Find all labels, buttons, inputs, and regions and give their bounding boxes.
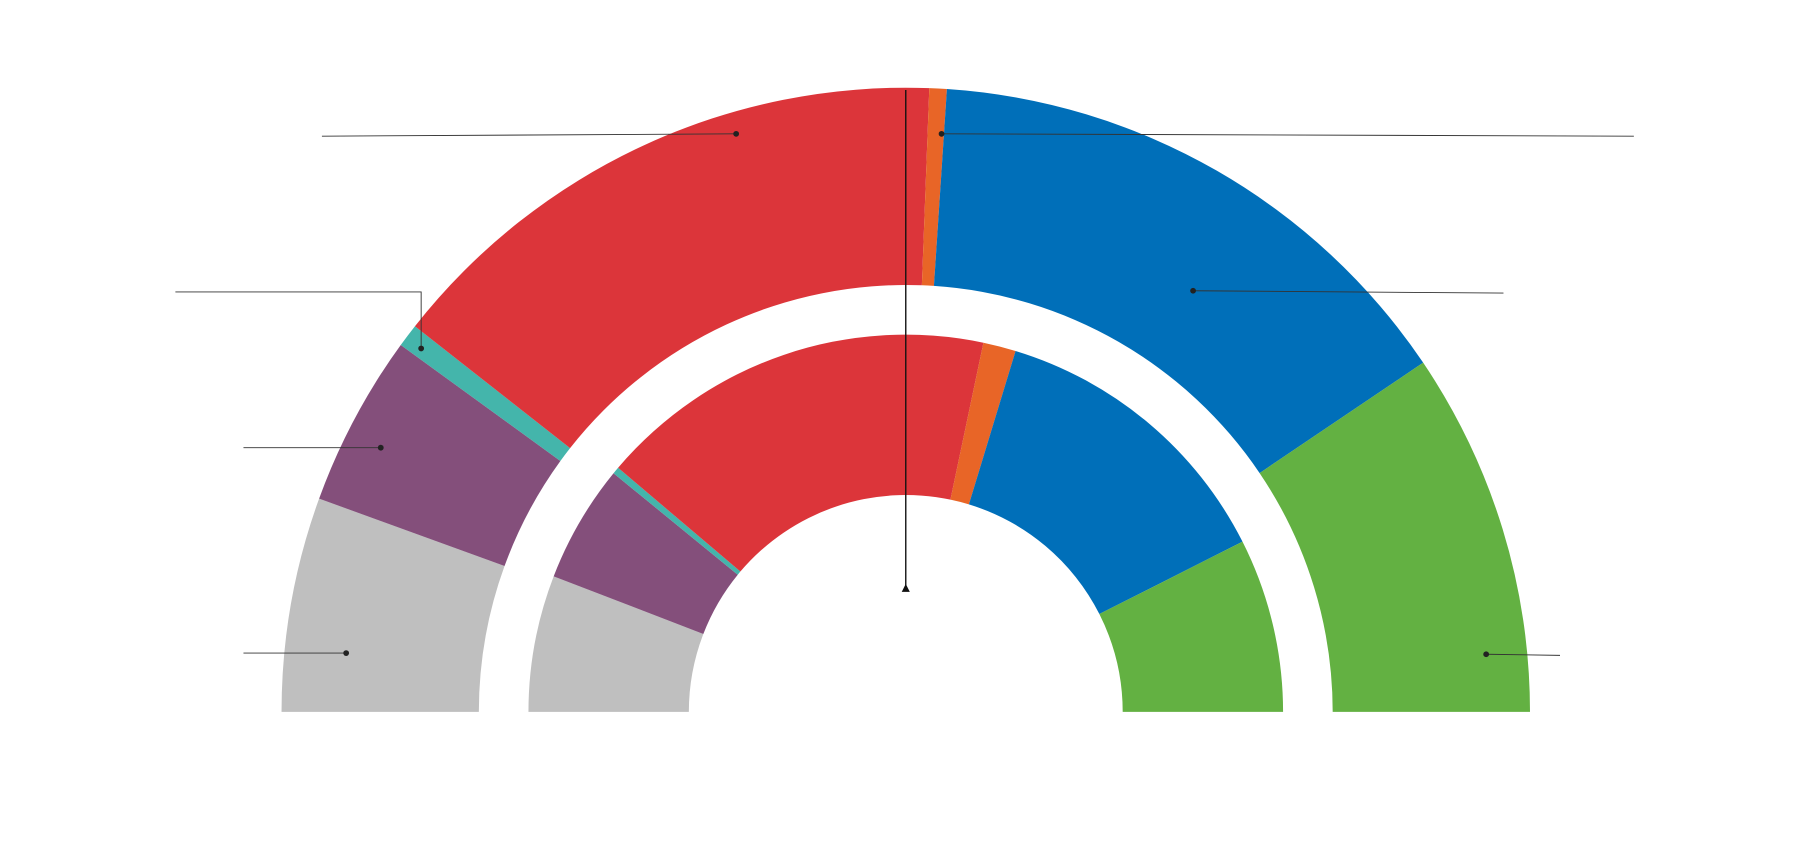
segment <box>968 350 1243 615</box>
majority-marker <box>901 583 910 592</box>
leader-line <box>1486 653 1561 656</box>
segment <box>921 88 947 286</box>
segment <box>618 334 984 572</box>
segment <box>319 345 561 567</box>
segment <box>1099 541 1284 712</box>
leader-dot <box>377 444 384 451</box>
segment <box>950 342 1016 505</box>
leader-lines <box>175 90 1634 658</box>
leader-line <box>175 291 422 349</box>
segment <box>613 467 741 575</box>
leader-line <box>321 133 737 137</box>
leader-line <box>941 133 1634 137</box>
leader-dot <box>1190 287 1196 294</box>
leader-dot <box>733 130 740 137</box>
leader-dot <box>418 345 425 352</box>
rings <box>281 87 1530 712</box>
segment <box>528 576 704 712</box>
segment <box>400 326 571 461</box>
segment <box>414 87 930 449</box>
leader-dot <box>938 130 945 137</box>
segment <box>933 89 1424 474</box>
leader-line <box>1193 290 1504 294</box>
segment <box>281 498 505 712</box>
leader-dot <box>343 650 350 656</box>
segment <box>1259 362 1530 712</box>
segment <box>553 473 738 634</box>
leader-dot <box>1483 651 1490 658</box>
